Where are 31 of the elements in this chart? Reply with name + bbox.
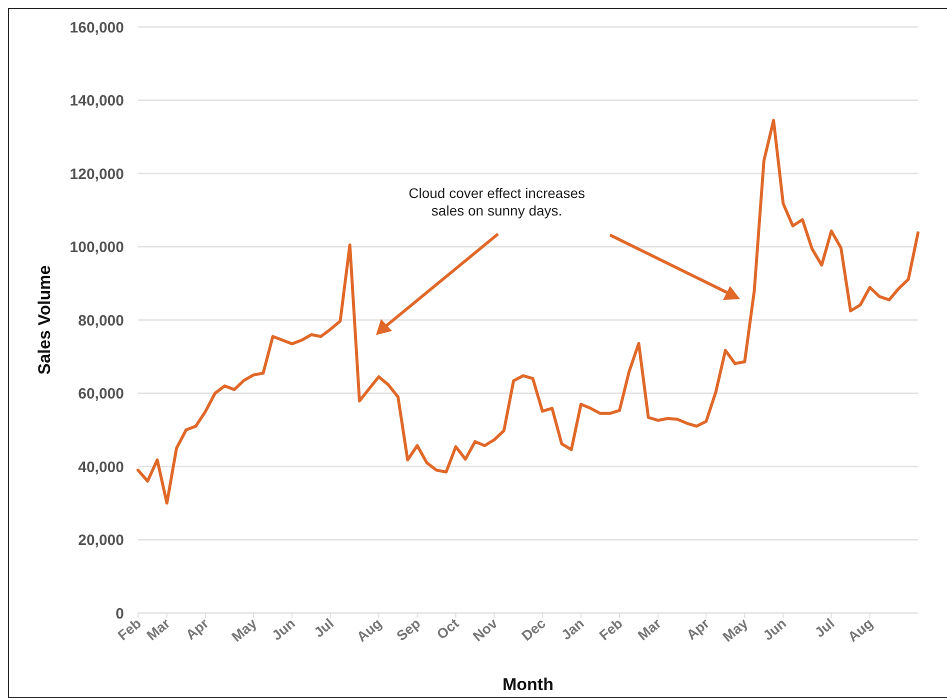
annotation: Cloud cover effect increases sales on sunny days. [408, 185, 585, 218]
x-tick-label: Jan [558, 615, 587, 643]
x-tick-label: Nov [470, 614, 500, 644]
y-tick-label: 80,000 [78, 312, 124, 330]
x-tick-label: Jun [268, 615, 298, 644]
x-tick-label: Mar [634, 614, 664, 644]
x-tick-label: Jul [811, 615, 838, 640]
x-tick-label: Feb [596, 615, 626, 644]
y-tick-label: 40,000 [78, 458, 124, 476]
x-tick-label: May [228, 614, 260, 645]
line-series [136, 118, 920, 505]
y-tick-label: 20,000 [78, 532, 124, 549]
x-tick-label: Oct [434, 614, 462, 642]
x-axis-title: Month [502, 675, 554, 694]
y-tick-label: 60,000 [78, 386, 124, 402]
y-tick-label: 140,000 [70, 92, 124, 110]
x-tick-label: Jul [310, 615, 337, 640]
x-tick-label: Apr [683, 614, 712, 643]
x-tick-label: Sep [393, 615, 424, 644]
y-tick-label: 160,000 [70, 19, 124, 36]
x-tick-label: Mar [143, 614, 174, 644]
y-axis-title: Sales Volume [35, 265, 54, 375]
y-tick-label: 100,000 [70, 239, 124, 256]
x-tick-label: Aug [844, 615, 876, 645]
x-tick-label: May [719, 614, 751, 645]
x-tick-label: Aug [354, 615, 385, 645]
x-tick-label: Dec [518, 614, 549, 644]
y-tick-label: 0 [116, 605, 124, 622]
y-tick-label: 120,000 [70, 166, 124, 183]
x-tick-label: Jun [760, 615, 790, 644]
x-tick-label: Apr [182, 614, 212, 643]
